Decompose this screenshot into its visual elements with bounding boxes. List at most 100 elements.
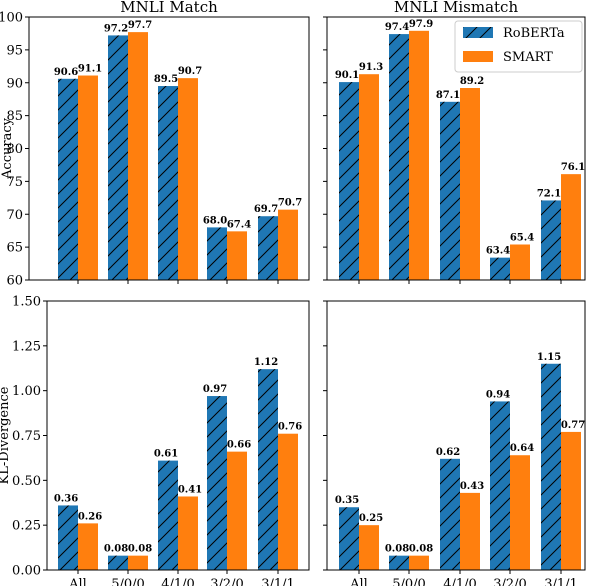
smart-bar-1 [78, 75, 98, 280]
roberta-bar-hatch-1 [339, 507, 359, 570]
y-tick-label: 0.75 [12, 429, 41, 444]
y-tick-label: 80 [6, 142, 23, 157]
y-tick-label: 100 [0, 11, 23, 26]
smart-value-label-2: 0.08 [128, 544, 152, 555]
smart-value-label-4: 0.66 [227, 440, 251, 451]
smart-bar-3 [178, 78, 198, 281]
roberta-bar-hatch-2 [108, 555, 128, 570]
y-tick-label: 60 [6, 274, 23, 289]
roberta-value-label-2: 97.4 [385, 22, 409, 33]
chart-panel-2: 90.1 97.4 87.1 63.4 72.1 91.3 97.9 89.2 65.4 76.1… [323, 0, 586, 284]
roberta-value-label-4: 68.0 [203, 215, 227, 226]
smart-value-label-3: 0.43 [460, 481, 484, 492]
smart-value-label-2: 97.7 [128, 20, 152, 31]
smart-bar-5 [561, 174, 581, 280]
smart-bar-3 [460, 88, 480, 280]
smart-value-label-1: 91.1 [78, 64, 102, 75]
roberta-value-label-5: 1.15 [537, 352, 561, 363]
y-tick-label: 0.50 [12, 474, 41, 489]
y-axis-label: Accuracy [0, 117, 15, 180]
y-tick-label: 1.50 [12, 295, 41, 310]
smart-value-label-1: 0.25 [359, 513, 383, 524]
x-tick-label: All [68, 577, 87, 586]
smart-bar-3 [460, 492, 480, 570]
smart-value-label-2: 0.08 [409, 544, 433, 555]
roberta-value-label-4: 63.4 [486, 246, 510, 257]
roberta-bar-hatch-1 [339, 82, 359, 280]
y-tick-label: 85 [6, 109, 23, 124]
y-axis-label: KL-Divergence [0, 386, 12, 484]
smart-value-label-3: 90.7 [178, 66, 202, 77]
y-tick-label: 75 [6, 175, 23, 190]
legend-label-smart: SMART [503, 50, 553, 65]
roberta-value-label-1: 0.35 [335, 495, 359, 506]
roberta-value-label-5: 72.1 [537, 188, 561, 199]
roberta-bar-hatch-3 [440, 101, 460, 280]
smart-bar-1 [359, 74, 379, 280]
x-tick-label: 3/2/0 [210, 577, 244, 586]
smart-value-label-4: 67.4 [227, 219, 251, 230]
y-tick-label: 1.00 [12, 384, 41, 399]
y-tick-label: 65 [6, 241, 23, 256]
y-tick-label: 90 [6, 76, 23, 91]
roberta-value-label-4: 0.97 [203, 384, 227, 395]
x-tick-label: 4/1/0 [161, 577, 195, 586]
y-tick-label: 1.25 [12, 339, 41, 354]
smart-bar-4 [227, 451, 247, 570]
roberta-bar-hatch-5 [541, 200, 561, 280]
roberta-value-label-5: 1.12 [254, 357, 278, 368]
roberta-value-label-1: 90.6 [54, 67, 78, 78]
smart-bar-3 [178, 496, 198, 570]
chart-title: MNLI Match [120, 0, 218, 16]
smart-bar-2 [128, 555, 148, 570]
chart-panel-4: 0.35 0.08 0.62 0.94 1.15 0.25 0.08 0.43 0.64 0.77… [323, 300, 586, 586]
chart-panel-1: 90.6 97.2 89.5 68.0 69.7 91.1 97.7 90.7 67.4 70.7… [0, 0, 310, 289]
y-tick-label: 0.25 [12, 519, 41, 534]
y-tick-label: 70 [6, 208, 23, 223]
roberta-bar-hatch-4 [490, 401, 510, 570]
roberta-value-label-3: 89.5 [154, 74, 178, 85]
x-tick-label: All [349, 577, 368, 586]
smart-bar-4 [227, 231, 247, 280]
chart-title: MNLI Mismatch [394, 0, 519, 16]
roberta-value-label-1: 0.36 [54, 493, 78, 504]
roberta-value-label-5: 69.7 [254, 204, 278, 215]
smart-bar-2 [128, 32, 148, 281]
roberta-bar-hatch-4 [207, 396, 227, 570]
smart-bar-5 [278, 433, 298, 570]
smart-bar-4 [510, 455, 530, 570]
x-tick-label: 3/1/1 [544, 577, 578, 586]
smart-value-label-4: 65.4 [510, 232, 534, 243]
x-tick-label: 4/1/0 [443, 577, 477, 586]
roberta-value-label-2: 0.08 [385, 544, 409, 555]
smart-value-label-5: 0.77 [561, 420, 585, 431]
y-tick-label: 95 [6, 43, 23, 58]
y-tick-label: 0.00 [12, 564, 41, 579]
legend-label-roberta: RoBERTa [503, 26, 565, 41]
smart-value-label-1: 91.3 [359, 62, 383, 73]
legend-swatch-roberta-hatch [463, 27, 493, 38]
roberta-bar-hatch-4 [207, 227, 227, 280]
roberta-value-label-4: 0.94 [486, 389, 510, 400]
smart-value-label-3: 89.2 [460, 76, 484, 87]
roberta-bar-hatch-2 [108, 35, 128, 280]
smart-value-label-4: 0.64 [510, 443, 534, 454]
smart-bar-1 [359, 525, 379, 570]
smart-bar-1 [78, 523, 98, 570]
roberta-bar-hatch-4 [490, 257, 510, 280]
roberta-value-label-1: 90.1 [335, 70, 359, 81]
smart-bar-5 [278, 209, 298, 280]
roberta-bar-hatch-5 [258, 369, 278, 570]
smart-value-label-5: 76.1 [561, 162, 585, 173]
roberta-bar-hatch-5 [541, 363, 561, 570]
roberta-value-label-2: 0.08 [104, 544, 128, 555]
roberta-value-label-3: 87.1 [436, 90, 460, 101]
x-tick-label: 5/0/0 [111, 577, 145, 586]
x-tick-label: 3/2/0 [493, 577, 527, 586]
legend-swatch-smart [463, 51, 493, 62]
roberta-bar-hatch-3 [158, 460, 178, 570]
roberta-bar-hatch-2 [389, 34, 409, 280]
roberta-bar-hatch-2 [389, 555, 409, 570]
roberta-bar-hatch-3 [440, 458, 460, 570]
